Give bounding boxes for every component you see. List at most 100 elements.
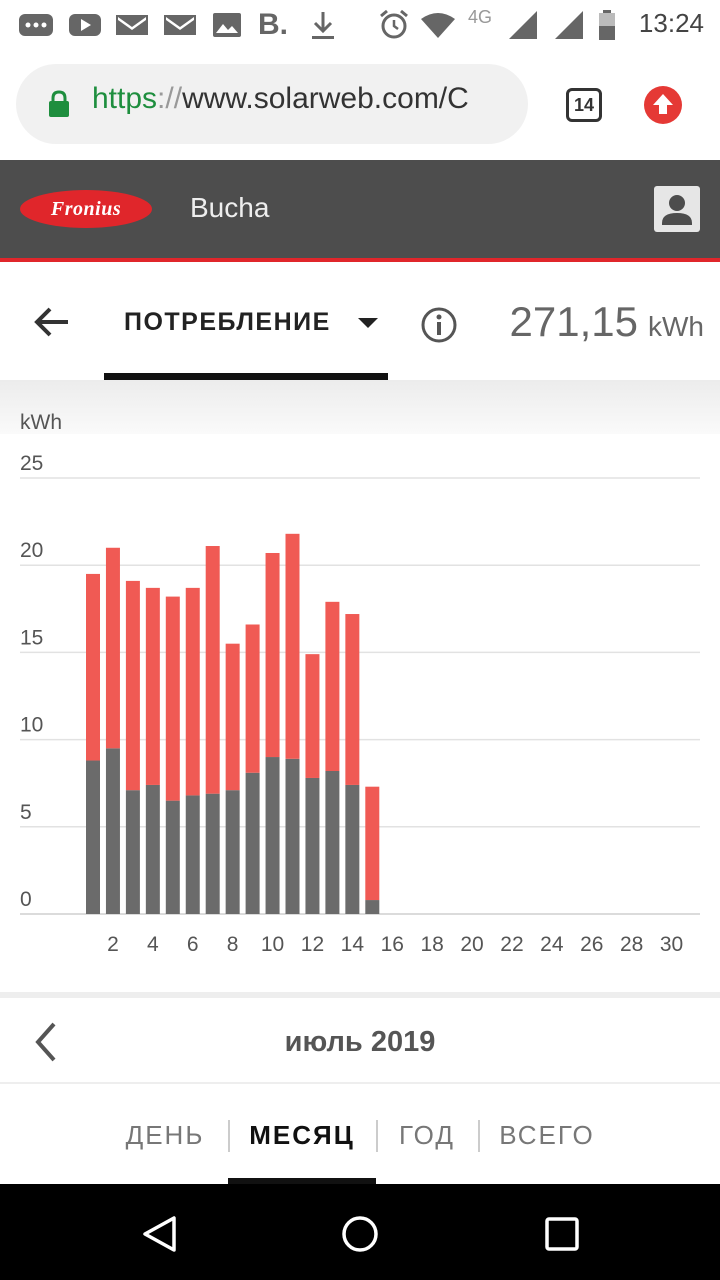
x-tick-label: 8 [227, 933, 239, 956]
tab-day[interactable]: ДЕНЬ [125, 1120, 205, 1150]
x-tick-label: 26 [580, 933, 603, 956]
bar-segment-lower [125, 790, 140, 914]
chat-icon [18, 10, 54, 40]
total-energy: 271,15 kWh [510, 298, 704, 346]
user-account-button[interactable] [654, 186, 700, 232]
system-nav-bar [0, 1184, 720, 1280]
bar-segment-upper [305, 654, 320, 778]
x-tick-label: 2 [107, 933, 119, 956]
y-tick-label: 10 [20, 714, 43, 737]
chevron-left-icon [35, 1022, 56, 1062]
bar-segment-upper [185, 587, 200, 796]
x-tick-label: 4 [147, 933, 159, 956]
gallery-icon [212, 10, 242, 40]
bar-segment-lower [105, 748, 120, 914]
bar-segment-upper [145, 587, 160, 785]
mode-underline [104, 373, 388, 380]
x-tick-label: 28 [620, 933, 643, 956]
gmail-icon [162, 10, 198, 40]
site-name: Bucha [190, 192, 270, 223]
bar-segment-upper [225, 643, 240, 791]
period-tabs: ДЕНЬ МЕСЯЦ ГОД ВСЕГО [0, 1086, 720, 1184]
consumption-chart: kWh 0 5 10 15 20 25 2 4 6 8 10 12 14 16 18 20 22 24 26 28 30 [0, 380, 720, 992]
x-tick-label: 12 [301, 933, 324, 956]
bar-segment-lower [345, 784, 360, 914]
booking-icon: B. [258, 8, 288, 41]
bar-segment-upper [285, 533, 300, 759]
month-label: июль 2019 [284, 1026, 436, 1058]
previous-month-button[interactable] [28, 1020, 64, 1064]
x-tick-label: 30 [660, 933, 683, 956]
bar-segment-lower [86, 760, 100, 914]
url-separator: :// [157, 82, 183, 115]
chart-separator [0, 992, 720, 998]
address-bar[interactable]: https://www.solarweb.com/C [16, 64, 528, 144]
bar-segment-upper [105, 547, 120, 749]
total-value: 271,15 [509, 298, 638, 345]
bar-segment-upper [345, 614, 360, 785]
lock-icon [48, 90, 70, 123]
triangle-back-icon [143, 1216, 176, 1252]
mode-label: ПОТРЕБЛЕНИЕ [124, 308, 331, 336]
bar-segment-lower [325, 770, 340, 914]
y-tick-label: 20 [20, 539, 43, 562]
x-tick-label: 10 [261, 933, 284, 956]
tab-month[interactable]: МЕСЯЦ [228, 1086, 376, 1184]
bar-segment-lower [305, 777, 320, 914]
tab-year[interactable]: ГОД [399, 1120, 455, 1150]
square-recents-icon [545, 1217, 579, 1251]
download-icon [310, 10, 336, 40]
month-navigation: июль 2019 [0, 998, 720, 1084]
alarm-icon [378, 9, 410, 40]
tab-divider [478, 1120, 480, 1152]
caret-down-icon [358, 318, 378, 328]
x-tick-label: 16 [381, 933, 404, 956]
view-toolbar: ПОТРЕБЛЕНИЕ 271,15 kWh [0, 264, 720, 380]
bar-segment-upper [265, 552, 280, 758]
y-tick-label: 15 [20, 626, 43, 649]
nav-home-button[interactable] [340, 1214, 380, 1254]
tab-total[interactable]: ВСЕГО [499, 1120, 595, 1150]
bar-segment-upper [205, 546, 220, 794]
youtube-icon [68, 10, 102, 40]
status-bar: B. 4G 13:24 [0, 0, 720, 50]
user-icon [662, 195, 692, 225]
arrow-left-icon [34, 307, 68, 337]
y-tick-label: 5 [20, 801, 32, 824]
url-text[interactable]: https://www.solarweb.com/C [92, 82, 512, 116]
tab-switcher-button[interactable]: 14 [566, 88, 602, 122]
bar-segment-lower [185, 795, 200, 914]
y-tick-label: 25 [20, 452, 43, 475]
wifi-icon [420, 10, 456, 40]
back-button[interactable] [28, 298, 76, 346]
bar-segment-upper [365, 786, 380, 901]
update-button[interactable] [644, 86, 682, 124]
app-header: Fronius Bucha [0, 160, 720, 262]
bar-segment-upper [165, 596, 180, 801]
bar-segment-upper [245, 624, 260, 773]
network-type-label: 4G [468, 6, 493, 27]
nav-back-button[interactable] [140, 1214, 180, 1254]
url-host: www.solarweb.com/C [182, 82, 469, 115]
tab-divider [228, 1120, 230, 1152]
x-tick-label: 18 [420, 933, 443, 956]
bar-segment-lower [225, 790, 240, 914]
bar-segment-lower [285, 758, 300, 914]
y-tick-label: 0 [20, 888, 32, 911]
fronius-logo[interactable]: Fronius [20, 190, 152, 228]
mode-dropdown[interactable]: ПОТРЕБЛЕНИЕ [104, 264, 388, 380]
signal-4g-icon [508, 10, 538, 40]
chart-top-shade [0, 380, 720, 434]
info-button[interactable] [420, 306, 458, 344]
gmail-icon [114, 10, 150, 40]
bar-segment-lower [365, 900, 380, 914]
signal-icon [554, 10, 584, 40]
x-tick-label: 14 [341, 933, 365, 956]
x-tick-label: 6 [187, 933, 199, 956]
nav-recents-button[interactable] [542, 1214, 582, 1254]
y-axis-unit-label: kWh [20, 411, 62, 434]
arrow-up-icon [653, 94, 673, 114]
bar-segment-lower [145, 784, 160, 914]
